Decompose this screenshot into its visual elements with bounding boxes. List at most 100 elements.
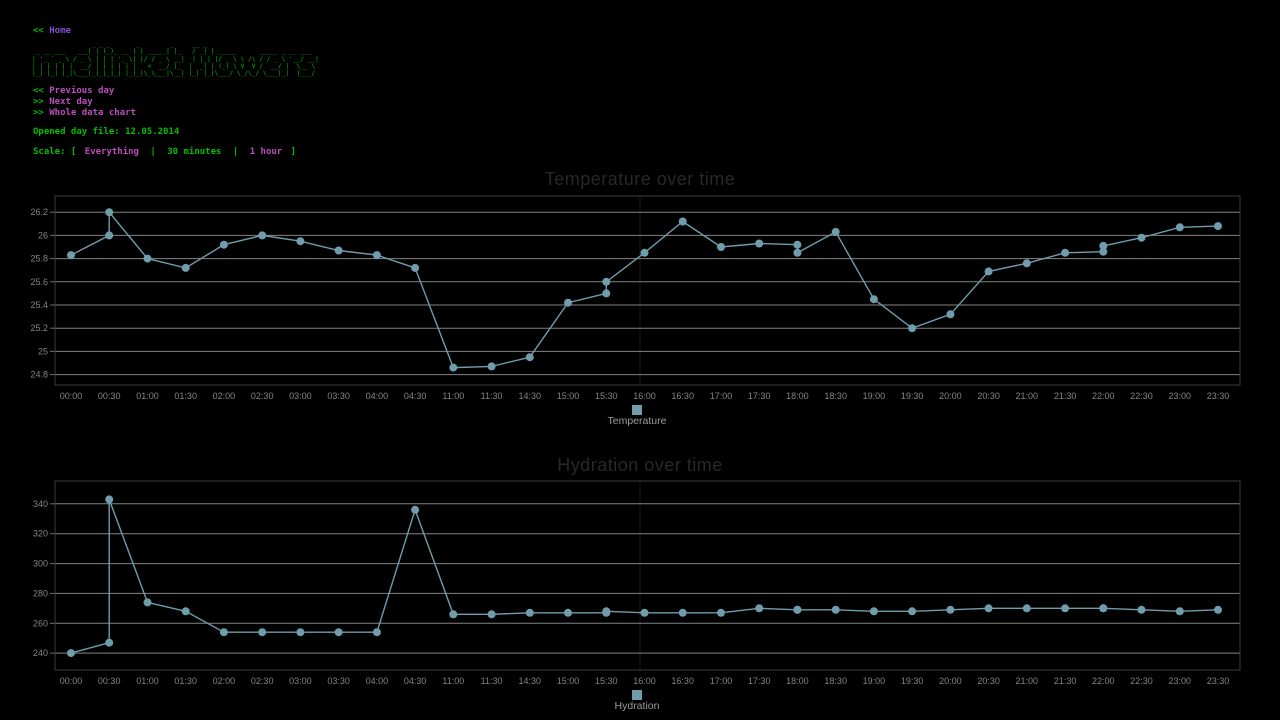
whole-data-chart-link[interactable]: Whole data chart	[49, 108, 136, 118]
hydration-data-point	[181, 607, 190, 616]
opened-file-status: Opened day file: 12.05.2014	[33, 127, 180, 137]
hydration-data-point	[1137, 605, 1146, 614]
scale-separator: |	[150, 147, 156, 157]
x-tick-label: 00:00	[60, 676, 83, 686]
hydration-data-point	[1175, 607, 1184, 616]
home-prefix: <<	[33, 26, 44, 36]
hydration-data-point	[105, 495, 114, 504]
x-tick-label: 02:00	[213, 391, 236, 401]
x-tick-label: 22:30	[1130, 391, 1153, 401]
x-tick-label: 11:00	[442, 676, 464, 686]
x-tick-label: 22:00	[1092, 676, 1115, 686]
x-tick-label: 02:30	[251, 391, 274, 401]
x-tick-label: 11:30	[481, 391, 503, 401]
temperature-data-point	[258, 231, 267, 240]
previous-day-prefix: <<	[33, 86, 44, 96]
temperature-data-point	[334, 246, 343, 255]
temperature-data-point	[449, 363, 458, 372]
temperature-data-point	[181, 263, 190, 272]
temperature-data-point	[755, 239, 764, 248]
x-tick-label: 17:30	[748, 676, 771, 686]
x-tick-label: 23:30	[1207, 391, 1230, 401]
hydration-series	[67, 495, 1222, 658]
hydration-data-point	[678, 608, 687, 617]
temperature-data-point	[869, 295, 878, 304]
hydration-data-point	[411, 505, 420, 514]
scale-current-30-minutes: 30 minutes	[167, 147, 222, 157]
hydration-data-point	[449, 610, 458, 619]
x-tick-label: 03:00	[289, 391, 312, 401]
legend-label: Hydration	[615, 700, 660, 712]
x-tick-label: 20:00	[939, 676, 962, 686]
temperature-data-point	[984, 267, 993, 276]
legend-swatch-icon	[632, 690, 642, 700]
hydration-data-point	[296, 628, 305, 637]
hydration-data-point	[1022, 604, 1031, 613]
temperature-data-point	[296, 237, 305, 246]
hydration-data-point	[1099, 604, 1108, 613]
y-tick-label: 25.2	[30, 323, 48, 333]
temperature-data-point	[1022, 259, 1031, 268]
x-tick-label: 16:00	[633, 676, 656, 686]
x-tick-label: 01:00	[136, 676, 159, 686]
hydration-data-point	[525, 608, 534, 617]
legend-item-temperature[interactable]: Temperature	[608, 405, 667, 427]
y-tick-label: 240	[33, 648, 48, 658]
temperature-data-point	[487, 362, 496, 371]
y-axis-labels: 26.2 26 25.8 25.6 25.4 25.2 25 24.8	[30, 207, 48, 379]
hydration-data-point	[487, 610, 496, 619]
x-tick-label: 20:00	[939, 391, 962, 401]
hydration-data-point	[717, 608, 725, 617]
hydration-data-point	[105, 638, 114, 647]
x-tick-label: 01:30	[174, 391, 197, 401]
x-tick-label: 11:00	[442, 391, 464, 401]
x-tick-label: 18:30	[824, 676, 847, 686]
temperature-data-point	[564, 298, 572, 307]
y-tick-label: 25.4	[30, 300, 48, 310]
scale-1-hour-link[interactable]: 1 hour	[249, 147, 283, 157]
x-tick-label: 20:30	[977, 391, 1000, 401]
x-tick-label: 15:00	[557, 391, 580, 401]
temperature-data-point	[1137, 233, 1146, 242]
hydration-data-point	[1214, 605, 1222, 614]
temperature-data-point	[372, 251, 381, 260]
previous-day-link[interactable]: Previous day	[49, 86, 115, 96]
x-tick-label: 20:30	[977, 676, 1000, 686]
temperature-data-point	[525, 353, 534, 362]
legend-item-hydration[interactable]: Hydration	[615, 690, 660, 712]
x-tick-label: 17:30	[748, 391, 771, 401]
y-tick-label: 24.8	[30, 370, 48, 380]
x-tick-label: 18:00	[786, 391, 809, 401]
hydration-chart: 340 320 300 280 260 240 00:00 00:30 01:00 01:30 02…	[33, 480, 1241, 712]
hydration-data-point	[143, 598, 152, 607]
x-tick-label: 15:00	[557, 676, 580, 686]
x-tick-label: 19:00	[863, 391, 886, 401]
next-day-prefix: >>	[33, 97, 44, 107]
x-tick-label: 19:30	[901, 391, 924, 401]
x-tick-label: 23:30	[1207, 676, 1230, 686]
scale-label: Scale: [	[33, 147, 77, 157]
hydration-data-point	[869, 607, 878, 616]
x-tick-label: 04:30	[404, 676, 427, 686]
x-tick-label: 21:30	[1054, 676, 1077, 686]
x-tick-label: 15:30	[595, 676, 618, 686]
home-link-row: << Home	[33, 26, 71, 36]
y-tick-label: 26.2	[30, 207, 48, 217]
hydration-data-point	[831, 605, 840, 614]
next-day-link[interactable]: Next day	[49, 97, 93, 107]
x-tick-label: 11:30	[481, 676, 503, 686]
home-link[interactable]: Home	[49, 26, 71, 36]
x-tick-label: 02:30	[251, 676, 274, 686]
x-tick-label: 04:00	[366, 676, 389, 686]
y-tick-label: 340	[33, 499, 48, 509]
x-tick-label: 03:30	[327, 391, 350, 401]
x-tick-label: 02:00	[213, 676, 236, 686]
temperature-data-point	[67, 251, 75, 260]
y-tick-label: 320	[33, 529, 48, 539]
x-tick-label: 14:30	[519, 391, 542, 401]
temperature-data-point	[1214, 222, 1222, 231]
scale-everything-link[interactable]: Everything	[84, 147, 139, 157]
hydration-data-point	[984, 604, 993, 613]
hydration-chart-title: Hydration over time	[557, 455, 723, 475]
gridlines	[50, 481, 1240, 670]
